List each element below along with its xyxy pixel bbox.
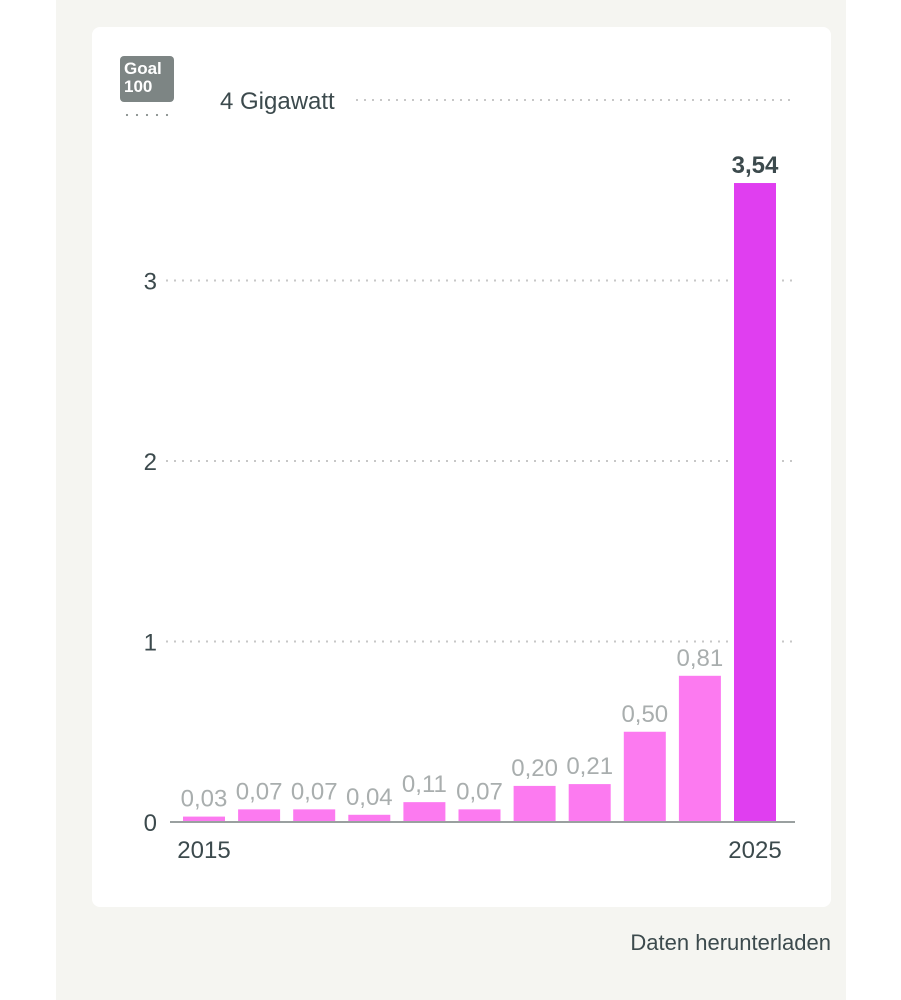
- bar-value-label: 0,04: [346, 784, 393, 811]
- bar-value-label: 0,07: [291, 778, 338, 805]
- logo-line-1: Goal: [124, 59, 162, 78]
- bar-value-label: 0,11: [402, 771, 447, 798]
- bar-2023: [623, 731, 666, 822]
- bar-2024: [678, 675, 721, 822]
- y-unit-label: 4 Gigawatt: [220, 88, 335, 115]
- bar-value-label: 0,07: [456, 778, 503, 805]
- bar-2018: [348, 814, 391, 822]
- x-tick-label: 2015: [177, 837, 230, 864]
- bar-2015: [183, 816, 225, 822]
- x-tick-label: 2025: [728, 837, 781, 864]
- logo-line-2: 100: [124, 77, 153, 96]
- bar-value-label: 0,50: [621, 701, 668, 728]
- bar-value-label: 0,07: [236, 778, 283, 805]
- y-tick-label: 3: [144, 269, 157, 296]
- y-tick-label: 2: [144, 449, 157, 476]
- bar-value-label: 0,20: [511, 755, 558, 782]
- bar-2019: [403, 802, 446, 822]
- bar-value-label: 0,21: [566, 753, 613, 780]
- bar-value-label: 0,03: [181, 786, 228, 813]
- bar-value-label: 0,81: [677, 645, 724, 672]
- y-tick-label: 1: [144, 630, 157, 657]
- bar-2022: [568, 784, 611, 822]
- download-data-link[interactable]: Daten herunterladen: [630, 930, 831, 955]
- bar-2016: [238, 809, 281, 822]
- bar-2017: [293, 809, 336, 822]
- goal100-logo: Goal 100: [120, 56, 174, 102]
- bar-value-label: 3,54: [732, 152, 779, 179]
- bar-2020: [458, 809, 501, 822]
- y-tick-label: 0: [144, 810, 157, 837]
- bar-2021: [513, 785, 556, 822]
- logo-dots: [122, 113, 174, 117]
- bar-2025: [734, 183, 776, 822]
